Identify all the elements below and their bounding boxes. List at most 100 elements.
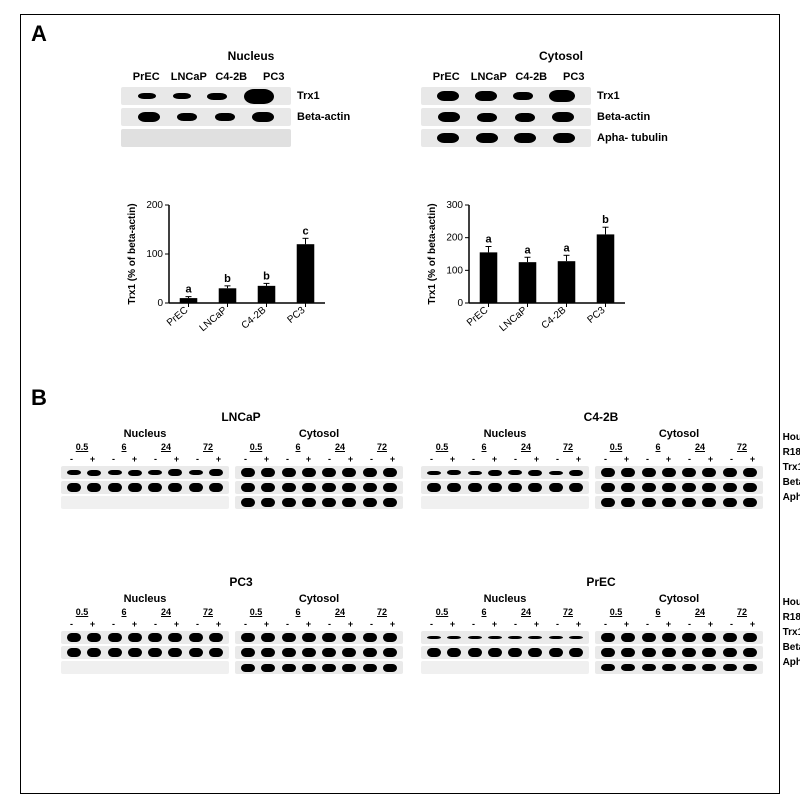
band — [468, 471, 482, 475]
chart-cytosol: 0100200300Trx1 (% of beta-actin)aPrECaLN… — [421, 195, 631, 335]
band — [128, 633, 142, 642]
time-label: 6 — [637, 442, 679, 452]
band — [642, 483, 656, 492]
band — [383, 468, 397, 477]
band — [702, 483, 716, 492]
band — [621, 483, 635, 492]
band — [488, 648, 502, 657]
chart-cytosol-svg: 0100200300Trx1 (% of beta-actin)aPrECaLN… — [421, 195, 631, 345]
time-label: 0.5 — [61, 442, 103, 452]
band — [282, 468, 296, 477]
band — [475, 91, 497, 101]
band — [468, 648, 482, 657]
blot-label: Beta-actin — [597, 111, 650, 123]
pm-label: + — [256, 619, 277, 629]
band — [743, 483, 757, 492]
pm-label: + — [658, 619, 679, 629]
band — [447, 648, 461, 657]
pm-label: + — [256, 454, 277, 464]
band — [621, 664, 635, 671]
time-label: 24 — [505, 607, 547, 617]
pm-label: - — [463, 619, 484, 629]
b-strip — [595, 631, 763, 644]
lane-label: PC3 — [553, 71, 596, 83]
pm-label: + — [442, 454, 463, 464]
time-label: 72 — [187, 442, 229, 452]
band — [87, 483, 101, 492]
time-label: 24 — [319, 607, 361, 617]
b-strip — [235, 481, 403, 494]
lane-label: LNCaP — [168, 71, 211, 83]
lane-label: LNCaP — [468, 71, 511, 83]
b-cols: Nucleus0.562472-+-+-+-+Cytosol0.562472-+… — [421, 428, 781, 511]
band — [302, 483, 316, 492]
chart-nucleus-svg: 0100200Trx1 (% of beta-actin)aPrECbLNCaP… — [121, 195, 331, 345]
pm-label: + — [568, 454, 589, 464]
b-strip — [421, 646, 589, 659]
b-right-label: R1881 — [783, 610, 800, 625]
time-row: 0.562472 — [61, 442, 229, 452]
time-label: 24 — [145, 607, 187, 617]
band — [168, 648, 182, 657]
band — [601, 498, 615, 507]
nucleus-blot-rows: Trx1Beta-actin — [121, 87, 381, 147]
pm-label: + — [298, 454, 319, 464]
band — [743, 633, 757, 642]
band — [682, 468, 696, 477]
band — [322, 498, 336, 507]
band — [322, 483, 336, 492]
band — [601, 648, 615, 657]
band — [662, 648, 676, 657]
b-col-nucleus: Nucleus0.562472-+-+-+-+ — [421, 428, 589, 511]
b-col-nucleus: Nucleus0.562472-+-+-+-+ — [61, 428, 229, 511]
pm-label: + — [208, 619, 229, 629]
band — [342, 468, 356, 477]
band — [383, 664, 397, 672]
band — [128, 648, 142, 657]
band — [528, 483, 542, 492]
band — [682, 498, 696, 507]
band — [128, 483, 142, 492]
b-cols: Nucleus0.562472-+-+-+-+Cytosol0.562472-+… — [61, 593, 421, 676]
band — [549, 483, 563, 492]
band — [662, 483, 676, 492]
blot-strip — [421, 108, 591, 126]
band — [723, 498, 737, 507]
band — [488, 636, 502, 639]
band — [383, 648, 397, 657]
band — [261, 633, 275, 642]
band — [383, 483, 397, 492]
blot-row: Apha- tubulin — [421, 129, 701, 147]
band — [282, 633, 296, 642]
band — [148, 633, 162, 642]
pm-label: + — [382, 619, 403, 629]
band — [363, 648, 377, 657]
pm-label: - — [679, 619, 700, 629]
svg-text:Trx1 (% of beta-actin): Trx1 (% of beta-actin) — [127, 203, 138, 304]
band — [569, 483, 583, 492]
fraction-title: Cytosol — [595, 428, 763, 440]
pm-label: - — [421, 454, 442, 464]
b-strip — [421, 631, 589, 644]
band — [468, 483, 482, 492]
blot-row: Trx1 — [421, 87, 701, 105]
time-label: 72 — [547, 607, 589, 617]
b-right-label: Trx1 — [783, 460, 800, 475]
band — [189, 483, 203, 492]
cell-title: PrEC — [421, 575, 781, 589]
band — [508, 483, 522, 492]
pm-row: -+-+-+-+ — [61, 619, 229, 629]
band — [177, 113, 197, 121]
b-col-nucleus: Nucleus0.562472-+-+-+-+ — [61, 593, 229, 676]
band — [621, 498, 635, 507]
panel-b-lncap: LNCaPNucleus0.562472-+-+-+-+Cytosol0.562… — [61, 410, 421, 511]
band — [553, 133, 575, 143]
band — [743, 468, 757, 477]
band — [723, 483, 737, 492]
band — [209, 633, 223, 642]
b-right-label: Trx1 — [783, 625, 800, 640]
pm-label: - — [103, 454, 124, 464]
band — [549, 90, 575, 102]
svg-text:200: 200 — [146, 200, 163, 211]
lane-label: C4-2B — [510, 71, 553, 83]
